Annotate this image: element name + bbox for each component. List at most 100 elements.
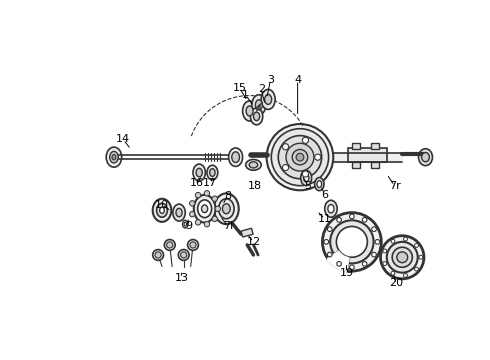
Bar <box>352 143 360 149</box>
Text: 18: 18 <box>248 181 262 191</box>
Ellipse shape <box>250 108 263 125</box>
Text: 4: 4 <box>294 75 301 85</box>
Ellipse shape <box>315 177 324 191</box>
Ellipse shape <box>153 199 172 222</box>
Circle shape <box>271 129 329 186</box>
Circle shape <box>362 217 367 222</box>
Circle shape <box>383 249 387 253</box>
Ellipse shape <box>112 154 116 160</box>
Ellipse shape <box>317 181 321 188</box>
Circle shape <box>278 136 321 179</box>
Circle shape <box>181 252 187 258</box>
Circle shape <box>375 239 380 244</box>
Ellipse shape <box>160 207 164 213</box>
Circle shape <box>337 217 342 222</box>
Circle shape <box>190 201 195 206</box>
Circle shape <box>330 220 373 264</box>
Ellipse shape <box>418 149 433 166</box>
Bar <box>371 143 379 149</box>
Circle shape <box>337 262 342 266</box>
Ellipse shape <box>222 204 230 214</box>
Circle shape <box>267 124 333 190</box>
Circle shape <box>190 211 195 217</box>
Text: 17: 17 <box>203 178 217 188</box>
Text: 13: 13 <box>174 273 188 283</box>
Ellipse shape <box>196 168 202 177</box>
Ellipse shape <box>255 100 262 110</box>
Circle shape <box>164 239 175 250</box>
Circle shape <box>204 221 210 227</box>
Ellipse shape <box>110 152 118 163</box>
Ellipse shape <box>243 101 257 121</box>
Ellipse shape <box>232 152 240 163</box>
Circle shape <box>212 196 218 201</box>
Circle shape <box>362 262 367 266</box>
Circle shape <box>282 144 289 150</box>
Text: 7l: 7l <box>223 221 233 231</box>
Ellipse shape <box>328 204 334 213</box>
Ellipse shape <box>183 220 188 228</box>
Circle shape <box>324 239 329 244</box>
Ellipse shape <box>193 164 205 181</box>
Circle shape <box>327 252 332 257</box>
Text: 10: 10 <box>155 200 169 210</box>
Circle shape <box>196 193 201 198</box>
Ellipse shape <box>265 94 271 104</box>
Ellipse shape <box>201 205 208 213</box>
Circle shape <box>327 227 332 231</box>
Text: 9: 9 <box>186 221 193 231</box>
Circle shape <box>336 226 368 257</box>
Ellipse shape <box>421 153 429 162</box>
Ellipse shape <box>106 147 122 167</box>
Circle shape <box>383 262 387 266</box>
Circle shape <box>391 271 395 275</box>
Ellipse shape <box>301 170 312 186</box>
Text: 20: 20 <box>389 278 403 288</box>
Circle shape <box>349 265 354 270</box>
Circle shape <box>322 213 381 271</box>
Circle shape <box>292 149 308 165</box>
Ellipse shape <box>246 106 253 116</box>
Circle shape <box>286 143 314 171</box>
Bar <box>241 228 253 237</box>
Bar <box>352 162 360 168</box>
Circle shape <box>204 190 210 196</box>
Circle shape <box>212 216 218 221</box>
Ellipse shape <box>176 208 182 217</box>
Ellipse shape <box>261 89 275 109</box>
Text: 5: 5 <box>304 181 311 191</box>
Ellipse shape <box>210 169 215 176</box>
Ellipse shape <box>173 204 185 221</box>
Circle shape <box>296 153 304 161</box>
Text: 7r: 7r <box>389 181 400 191</box>
Circle shape <box>415 267 418 271</box>
Circle shape <box>391 239 395 243</box>
Ellipse shape <box>194 195 216 222</box>
Ellipse shape <box>207 165 218 180</box>
Circle shape <box>282 165 289 171</box>
Circle shape <box>315 154 321 160</box>
Circle shape <box>178 249 189 260</box>
Circle shape <box>415 243 418 247</box>
Text: 2: 2 <box>258 84 265 94</box>
Circle shape <box>372 252 376 257</box>
Circle shape <box>419 255 423 259</box>
Circle shape <box>404 237 407 241</box>
Circle shape <box>387 242 418 273</box>
Text: 12: 12 <box>246 237 261 247</box>
Text: 8: 8 <box>224 191 231 201</box>
Circle shape <box>215 206 221 211</box>
Circle shape <box>190 242 196 248</box>
Circle shape <box>302 171 309 177</box>
Ellipse shape <box>157 203 168 217</box>
Ellipse shape <box>214 193 239 224</box>
Ellipse shape <box>219 199 234 219</box>
Ellipse shape <box>249 162 258 168</box>
Circle shape <box>302 137 309 143</box>
Text: 15: 15 <box>232 83 246 93</box>
Circle shape <box>404 274 407 278</box>
Text: 16: 16 <box>190 178 204 188</box>
Circle shape <box>381 236 424 279</box>
Circle shape <box>153 249 164 260</box>
Circle shape <box>155 252 161 258</box>
